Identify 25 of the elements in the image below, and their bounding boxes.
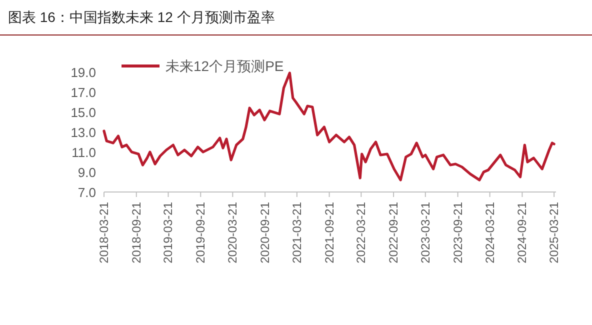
x-tick-label: 2022-03-21 bbox=[354, 202, 368, 264]
line-series bbox=[102, 72, 556, 182]
x-tick-label: 2021-09-21 bbox=[322, 202, 336, 264]
x-tick-label: 2021-03-21 bbox=[290, 202, 304, 264]
chart-title: 图表 16：中国指数未来 12 个月预测市盈率 bbox=[8, 9, 275, 25]
y-tick-label: 17.0 bbox=[70, 85, 96, 100]
x-tick-label: 2018-09-21 bbox=[129, 202, 144, 264]
y-tick-label: 11.0 bbox=[72, 145, 96, 160]
y-tick-label: 7.0 bbox=[78, 185, 96, 200]
y-tick-label: 15.0 bbox=[70, 105, 96, 120]
x-tick-label: 2024-09-21 bbox=[515, 202, 530, 264]
y-tick-label: 13.0 bbox=[70, 125, 96, 140]
x-tick-label: 2024-03-21 bbox=[482, 202, 497, 264]
x-tick-label: 2022-09-21 bbox=[386, 202, 401, 264]
y-tick-label: 19.0 bbox=[70, 65, 96, 80]
legend-label: 未来12个月预测PE bbox=[166, 58, 284, 74]
x-tick-label: 2023-03-21 bbox=[418, 202, 432, 264]
x-tick-label: 2020-09-21 bbox=[258, 202, 272, 264]
x-tick-label: 2019-03-21 bbox=[161, 202, 176, 264]
y-tick-label: 9.0 bbox=[78, 165, 96, 180]
x-tick-label: 2020-03-21 bbox=[226, 202, 240, 264]
x-tick-label: 2018-03-21 bbox=[97, 202, 111, 264]
x-tick-label: 2019-09-21 bbox=[194, 202, 208, 264]
x-tick-label: 2025-03-21 bbox=[547, 202, 562, 264]
x-tick-label: 2023-09-21 bbox=[450, 202, 465, 264]
